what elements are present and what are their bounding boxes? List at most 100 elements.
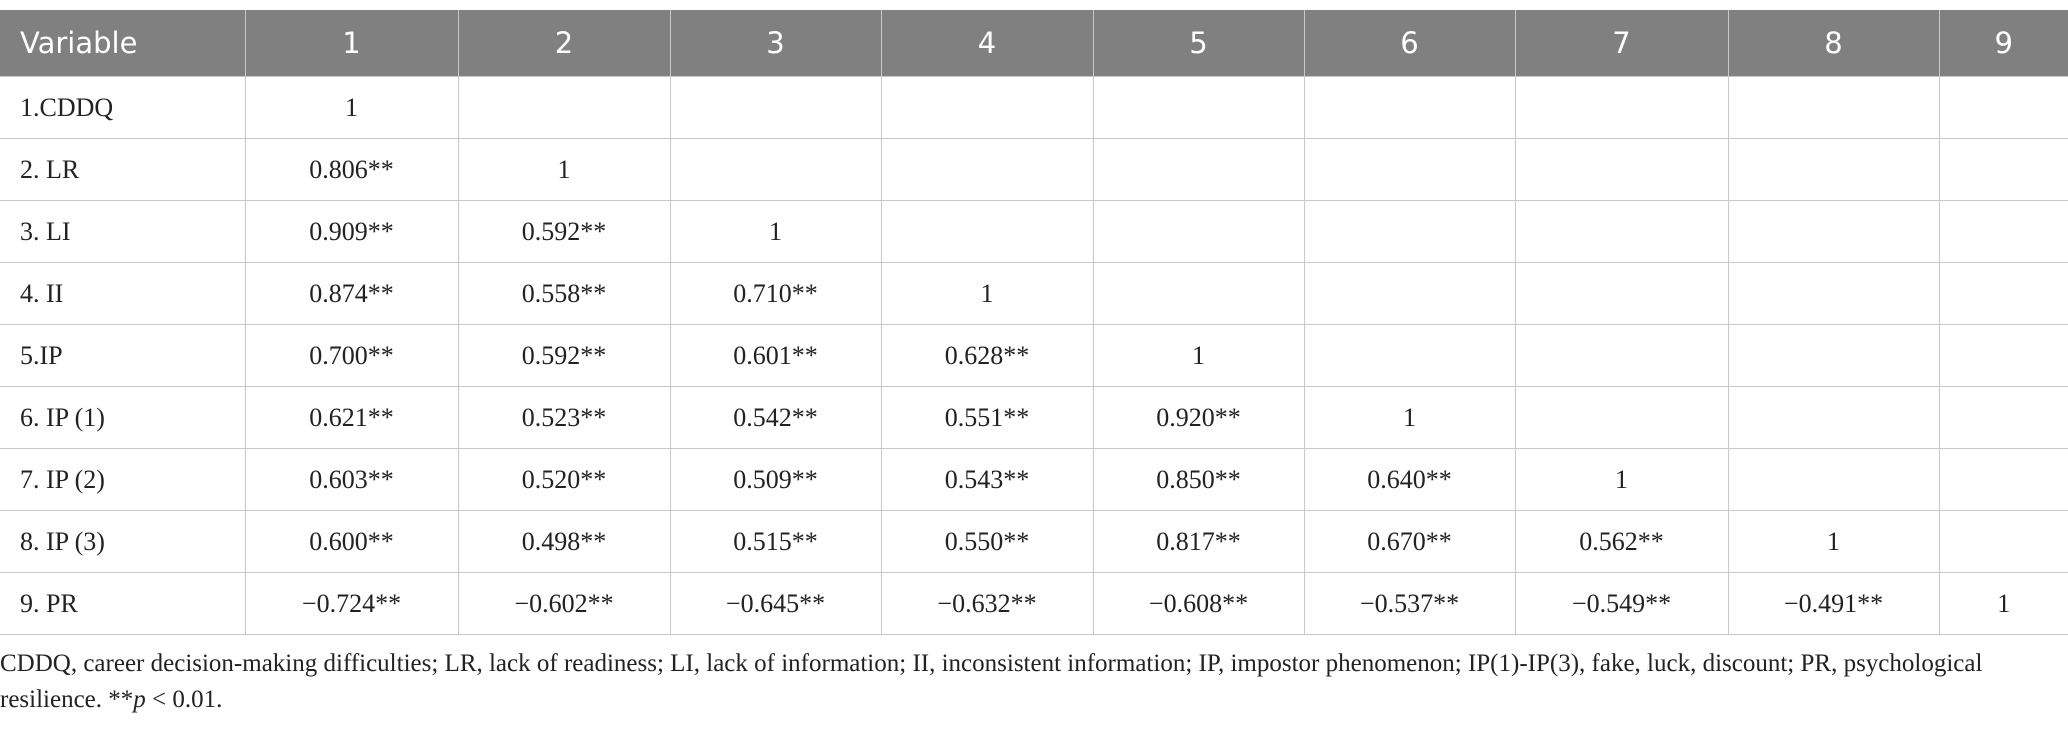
cell: 0.670**	[1303, 510, 1516, 573]
empty-cell	[880, 76, 1094, 139]
table-row: 7. IP (2) 0.603** 0.520** 0.509** 0.543** 0.8…	[0, 448, 2068, 511]
cell: 0.806**	[244, 138, 459, 201]
empty-cell	[1303, 76, 1516, 139]
empty-cell	[1938, 386, 2068, 449]
header-cell: 9	[1938, 10, 2068, 77]
cell: 0.874**	[244, 262, 459, 325]
row-label: 4. II	[0, 262, 246, 325]
cell: 0.600**	[244, 510, 459, 573]
empty-cell	[1938, 448, 2068, 511]
cell: −0.724**	[244, 572, 459, 635]
empty-cell	[1727, 386, 1940, 449]
empty-cell	[1092, 138, 1305, 201]
cell: 0.543**	[880, 448, 1094, 511]
cell: 0.628**	[880, 324, 1094, 387]
empty-cell	[1514, 262, 1729, 325]
table-wrap: Variable 1 2 3 4 5 6 7 8 9 1.CDDQ 1 2. LR 0.806** 1 3.…	[0, 10, 2068, 635]
cell: 0.640**	[1303, 448, 1516, 511]
cell: −0.645**	[669, 572, 882, 635]
table-row: 8. IP (3) 0.600** 0.498** 0.515** 0.550** 0.8…	[0, 510, 2068, 573]
cell: 0.498**	[457, 510, 671, 573]
empty-cell	[1514, 324, 1729, 387]
cell: 1	[1092, 324, 1305, 387]
footnote: CDDQ, career decision-making difficultie…	[0, 646, 2040, 718]
empty-cell	[1303, 324, 1516, 387]
cell: 1	[457, 138, 671, 201]
cell: 0.700**	[244, 324, 459, 387]
cell: 0.558**	[457, 262, 671, 325]
footnote-text: CDDQ, career decision-making difficultie…	[0, 650, 1983, 713]
header-cell: 6	[1303, 10, 1515, 77]
header-row: Variable 1 2 3 4 5 6 7 8 9	[0, 10, 2068, 77]
header-cell: 1	[244, 10, 458, 77]
cell: 0.550**	[880, 510, 1094, 573]
footnote-text: < 0.01.	[145, 686, 223, 713]
empty-cell	[669, 76, 882, 139]
empty-cell	[880, 200, 1094, 263]
correlation-table: Variable 1 2 3 4 5 6 7 8 9 1.CDDQ 1 2. LR 0.806** 1 3.…	[0, 10, 2068, 635]
empty-cell	[1938, 324, 2068, 387]
cell: −0.602**	[457, 572, 671, 635]
empty-cell	[880, 138, 1094, 201]
cell: 0.515**	[669, 510, 882, 573]
cell: 0.592**	[457, 324, 671, 387]
table-row: 2. LR 0.806** 1	[0, 138, 2068, 201]
table-row: 5.IP 0.700** 0.592** 0.601** 0.628** 1	[0, 324, 2068, 387]
cell: −0.632**	[880, 572, 1094, 635]
cell: −0.549**	[1514, 572, 1729, 635]
cell: 1	[880, 262, 1094, 325]
empty-cell	[1727, 200, 1940, 263]
cell: 0.621**	[244, 386, 459, 449]
cell: 0.920**	[1092, 386, 1305, 449]
cell: 0.520**	[457, 448, 671, 511]
cell: 0.817**	[1092, 510, 1305, 573]
table-row: 1.CDDQ 1	[0, 76, 2068, 139]
header-cell: 5	[1092, 10, 1304, 77]
empty-cell	[1092, 76, 1305, 139]
cell: −0.537**	[1303, 572, 1516, 635]
cell: 1	[1303, 386, 1516, 449]
row-label: 7. IP (2)	[0, 448, 246, 511]
header-cell: 4	[880, 10, 1093, 77]
empty-cell	[1514, 138, 1729, 201]
cell: 1	[1938, 572, 2068, 635]
header-cell: 7	[1514, 10, 1728, 77]
header-cell: 8	[1727, 10, 1939, 77]
empty-cell	[1938, 200, 2068, 263]
cell: 1	[1514, 448, 1729, 511]
row-label: 5.IP	[0, 324, 246, 387]
cell: −0.491**	[1727, 572, 1940, 635]
cell: 1	[244, 76, 459, 139]
empty-cell	[1092, 262, 1305, 325]
row-label: 2. LR	[0, 138, 246, 201]
header-cell: 2	[457, 10, 670, 77]
row-label: 8. IP (3)	[0, 510, 246, 573]
empty-cell	[1938, 262, 2068, 325]
table-row: 6. IP (1) 0.621** 0.523** 0.542** 0.551** 0.9…	[0, 386, 2068, 449]
empty-cell	[1727, 262, 1940, 325]
row-label: 6. IP (1)	[0, 386, 246, 449]
cell: 0.562**	[1514, 510, 1729, 573]
empty-cell	[1938, 76, 2068, 139]
table-row: 4. II 0.874** 0.558** 0.710** 1	[0, 262, 2068, 325]
empty-cell	[1092, 200, 1305, 263]
table-body: 1.CDDQ 1 2. LR 0.806** 1 3. LI 0.909** 0.592** 1…	[0, 76, 2068, 635]
empty-cell	[1938, 138, 2068, 201]
footnote-italic: p	[133, 686, 146, 713]
cell: 0.603**	[244, 448, 459, 511]
empty-cell	[1938, 510, 2068, 573]
cell: 1	[1727, 510, 1940, 573]
cell: 0.710**	[669, 262, 882, 325]
empty-cell	[1727, 138, 1940, 201]
table-row: 9. PR −0.724** −0.602** −0.645** −0.632** −0.…	[0, 572, 2068, 635]
empty-cell	[457, 76, 671, 139]
empty-cell	[1303, 200, 1516, 263]
header-cell: 3	[669, 10, 881, 77]
empty-cell	[1727, 324, 1940, 387]
empty-cell	[1303, 138, 1516, 201]
cell: −0.608**	[1092, 572, 1305, 635]
empty-cell	[1727, 76, 1940, 139]
cell: 0.551**	[880, 386, 1094, 449]
table-row: 3. LI 0.909** 0.592** 1	[0, 200, 2068, 263]
